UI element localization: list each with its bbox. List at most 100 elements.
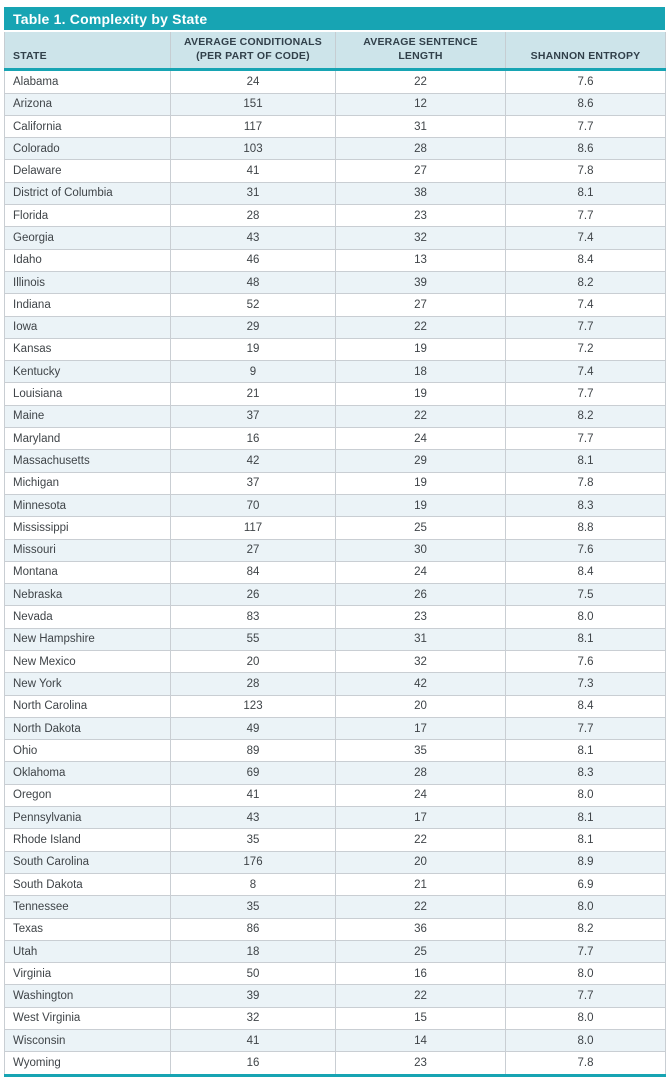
conditionals-cell: 16 [170, 427, 336, 451]
table-title-bar: Table 1. Complexity by State [4, 7, 665, 30]
entropy-cell: 7.4 [505, 293, 666, 317]
conditionals-cell: 16 [170, 1051, 336, 1077]
entropy-cell: 7.7 [505, 939, 666, 964]
entropy-cell: 8.0 [505, 895, 666, 919]
conditionals-cell: 103 [170, 137, 336, 161]
entropy-cell: 8.4 [505, 560, 666, 585]
table-row: South Carolina 176 20 8.9 [4, 850, 666, 874]
entropy-cell: 8.1 [505, 181, 666, 206]
complexity-table: STATE AVERAGE CONDITIONALS (PER PART OF … [4, 32, 666, 1077]
sentence-length-cell: 26 [335, 583, 506, 607]
sentence-length-cell: 19 [335, 493, 506, 518]
sentence-length-cell: 42 [335, 672, 506, 696]
state-cell: Idaho [4, 248, 171, 272]
state-cell: New Hampshire [4, 627, 171, 652]
conditionals-cell: 41 [170, 783, 336, 808]
sentence-length-cell: 28 [335, 761, 506, 785]
state-cell: Louisiana [4, 382, 171, 406]
entropy-cell: 7.2 [505, 337, 666, 362]
state-cell: Oklahoma [4, 761, 171, 785]
sentence-length-cell: 17 [335, 806, 506, 830]
entropy-cell: 8.0 [505, 1029, 666, 1053]
state-cell: Rhode Island [4, 828, 171, 852]
sentence-length-cell: 27 [335, 159, 506, 183]
conditionals-cell: 26 [170, 583, 336, 607]
table-row: North Dakota 49 17 7.7 [4, 716, 666, 741]
sentence-length-cell: 18 [335, 360, 506, 384]
table-row: Illinois 48 39 8.2 [4, 270, 666, 295]
state-cell: New York [4, 672, 171, 696]
table-row: South Dakota 8 21 6.9 [4, 872, 666, 897]
conditionals-cell: 31 [170, 181, 336, 206]
entropy-cell: 8.4 [505, 248, 666, 272]
entropy-cell: 8.4 [505, 694, 666, 718]
conditionals-cell: 50 [170, 962, 336, 986]
sentence-length-cell: 21 [335, 872, 506, 897]
source-note: Source: McLaughlin et al., State RegData… [4, 1082, 665, 1083]
entropy-cell: 7.7 [505, 204, 666, 228]
sentence-length-cell: 31 [335, 627, 506, 652]
sentence-length-cell: 16 [335, 962, 506, 986]
conditionals-cell: 86 [170, 917, 336, 941]
conditionals-cell: 46 [170, 248, 336, 272]
sentence-length-cell: 24 [335, 427, 506, 451]
entropy-cell: 8.1 [505, 806, 666, 830]
table-row: Massachusetts 42 29 8.1 [4, 449, 666, 473]
conditionals-cell: 9 [170, 360, 336, 384]
table-row: Tennessee 35 22 8.0 [4, 895, 666, 919]
entropy-cell: 8.0 [505, 605, 666, 629]
table-row: New Mexico 20 32 7.6 [4, 649, 666, 674]
conditionals-cell: 43 [170, 226, 336, 250]
state-cell: Ohio [4, 739, 171, 763]
entropy-cell: 8.0 [505, 962, 666, 986]
table-row: Wyoming 16 23 7.8 [4, 1051, 666, 1077]
entropy-cell: 8.6 [505, 137, 666, 161]
sentence-length-cell: 22 [335, 895, 506, 919]
conditionals-cell: 37 [170, 404, 336, 429]
state-cell: North Carolina [4, 694, 171, 718]
state-cell: Montana [4, 560, 171, 585]
sentence-length-cell: 19 [335, 337, 506, 362]
entropy-cell: 7.7 [505, 716, 666, 741]
sentence-length-cell: 24 [335, 560, 506, 585]
state-cell: Illinois [4, 270, 171, 295]
table-row: Delaware 41 27 7.8 [4, 159, 666, 183]
conditionals-cell: 176 [170, 850, 336, 874]
conditionals-cell: 43 [170, 806, 336, 830]
table-row: Mississippi 117 25 8.8 [4, 516, 666, 540]
conditionals-cell: 28 [170, 672, 336, 696]
entropy-cell: 8.3 [505, 761, 666, 785]
entropy-cell: 8.9 [505, 850, 666, 874]
conditionals-cell: 29 [170, 315, 336, 339]
sentence-length-cell: 20 [335, 850, 506, 874]
sentence-length-cell: 35 [335, 739, 506, 763]
conditionals-cell: 28 [170, 204, 336, 228]
state-cell: Maine [4, 404, 171, 429]
conditionals-cell: 117 [170, 516, 336, 540]
sentence-length-cell: 25 [335, 516, 506, 540]
table-row: Indiana 52 27 7.4 [4, 293, 666, 317]
entropy-cell: 7.4 [505, 226, 666, 250]
state-cell: District of Columbia [4, 181, 171, 206]
sentence-length-cell: 22 [335, 984, 506, 1008]
conditionals-cell: 52 [170, 293, 336, 317]
state-cell: Delaware [4, 159, 171, 183]
header-shannon-entropy: SHANNON ENTROPY [505, 32, 666, 72]
header-average-conditionals: AVERAGE CONDITIONALS (PER PART OF CODE) [170, 32, 336, 72]
table-body: Alabama 24 22 7.6 Arizona 151 12 8.6 California 1… [4, 69, 666, 1077]
entropy-cell: 8.1 [505, 627, 666, 652]
table-row: Kentucky 9 18 7.4 [4, 360, 666, 384]
state-cell: Texas [4, 917, 171, 941]
entropy-cell: 7.7 [505, 427, 666, 451]
conditionals-cell: 41 [170, 1029, 336, 1053]
state-cell: Wisconsin [4, 1029, 171, 1053]
sentence-length-cell: 32 [335, 649, 506, 674]
table-row: New Hampshire 55 31 8.1 [4, 627, 666, 652]
conditionals-cell: 39 [170, 984, 336, 1008]
sentence-length-cell: 30 [335, 538, 506, 562]
conditionals-cell: 32 [170, 1006, 336, 1031]
state-cell: Wyoming [4, 1051, 171, 1077]
table-row: Montana 84 24 8.4 [4, 560, 666, 585]
state-cell: California [4, 114, 171, 139]
